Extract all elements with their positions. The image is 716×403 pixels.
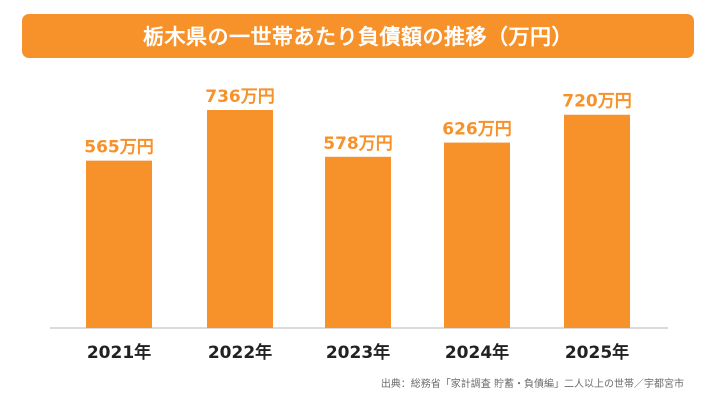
data-label-2021年: 565万円 [84, 138, 154, 158]
x-tick-label-2021年: 2021年 [87, 342, 151, 363]
chart-title: 栃木県の一世帯あたり負債額の推移（万円） [143, 25, 573, 49]
bar-2023年 [325, 156, 391, 328]
x-tick-label-2024年: 2024年 [445, 342, 509, 363]
source-note: 出典：総務省「家計調査 貯蓄・負債編」二人以上の世帯／宇都宮市 [380, 379, 684, 390]
data-label-2024年: 626万円 [442, 120, 512, 140]
data-label-2025年: 720万円 [562, 92, 632, 112]
title-banner: 栃木県の一世帯あたり負債額の推移（万円） [22, 14, 694, 58]
data-label-2023年: 578万円 [323, 134, 393, 154]
bar-2021年 [86, 160, 152, 328]
data-label-2022年: 736万円 [205, 87, 275, 107]
bar-chart: 565万円 2021年 736万円 2022年 578万円 2023年 626万円 2024年… [50, 87, 668, 363]
x-tick-label-2022年: 2022年 [208, 342, 272, 363]
bar-2024年 [444, 142, 510, 328]
bar-2025年 [564, 114, 630, 328]
x-tick-label-2025年: 2025年 [565, 342, 629, 363]
x-tick-label-2023年: 2023年 [326, 342, 390, 363]
bar-2022年 [207, 110, 273, 328]
